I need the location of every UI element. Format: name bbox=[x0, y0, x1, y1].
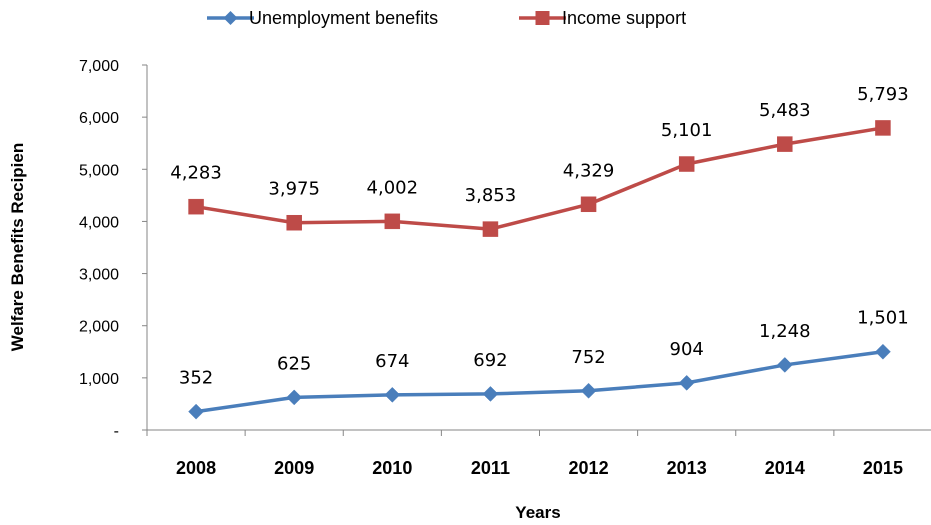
x-tick-label: 2013 bbox=[667, 458, 707, 478]
data-label: 752 bbox=[571, 347, 605, 368]
data-point-marker bbox=[777, 136, 793, 152]
y-tick-label: - bbox=[114, 423, 119, 440]
y-tick-label: 1,000 bbox=[79, 371, 119, 388]
data-point-marker bbox=[188, 198, 204, 215]
data-point-marker bbox=[482, 221, 499, 237]
series-income-support: 4,283 3,975 4,002 3,853 4,329 5,101 5,483 5,793 bbox=[170, 84, 909, 237]
data-label: 674 bbox=[375, 351, 409, 372]
data-label: 4,329 bbox=[563, 160, 615, 181]
data-label: 3,975 bbox=[268, 179, 320, 200]
data-point-marker bbox=[580, 382, 597, 399]
data-label: 1,501 bbox=[857, 308, 909, 329]
x-tick-label: 2010 bbox=[372, 458, 412, 478]
x-tick-label: 2008 bbox=[176, 458, 216, 478]
data-point-marker bbox=[384, 387, 401, 403]
data-point-marker bbox=[188, 403, 204, 420]
x-tick-label: 2012 bbox=[569, 458, 609, 478]
y-tick-label: 5,000 bbox=[79, 162, 119, 179]
data-point-marker bbox=[678, 375, 695, 391]
data-label: 5,483 bbox=[759, 100, 811, 121]
x-tick-label: 2011 bbox=[471, 458, 510, 478]
y-axis-title: Welfare Benefits Recipien bbox=[8, 143, 27, 351]
x-tick-label: 2009 bbox=[274, 458, 314, 478]
data-point-marker bbox=[875, 343, 891, 360]
data-label: 4,283 bbox=[170, 163, 222, 184]
data-label: 5,101 bbox=[661, 120, 713, 141]
legend-label: Unemployment benefits bbox=[249, 8, 438, 28]
y-tick-label: 3,000 bbox=[79, 267, 119, 284]
y-tick-label: 2,000 bbox=[79, 319, 119, 336]
data-point-marker bbox=[875, 120, 891, 136]
data-label: 692 bbox=[473, 350, 507, 371]
data-label: 3,853 bbox=[465, 185, 517, 206]
x-tick-label: 2015 bbox=[863, 458, 903, 478]
series-line bbox=[195, 349, 884, 414]
data-point-marker bbox=[776, 357, 793, 373]
y-tick-label: 6,000 bbox=[79, 110, 119, 127]
data-label: 1,248 bbox=[759, 321, 811, 342]
data-label: 4,002 bbox=[367, 177, 419, 198]
data-label: 352 bbox=[179, 368, 213, 389]
legend-marker bbox=[223, 11, 238, 25]
data-label: 5,793 bbox=[857, 84, 909, 105]
data-point-marker bbox=[286, 214, 302, 231]
data-label: 625 bbox=[277, 353, 311, 374]
legend: Unemployment benefits Income support bbox=[207, 8, 686, 28]
axes: - 1,000 2,000 3,000 4,000 5,000 6,000 7,000 2008… bbox=[79, 58, 931, 478]
legend-label: Income support bbox=[562, 8, 686, 28]
y-tick-label: 7,000 bbox=[79, 58, 119, 75]
x-tick-label: 2014 bbox=[765, 458, 805, 478]
data-point-marker bbox=[286, 389, 303, 406]
data-point-marker bbox=[678, 156, 695, 172]
legend-item: Unemployment benefits bbox=[207, 8, 438, 28]
data-point-marker bbox=[482, 386, 499, 402]
legend-marker bbox=[535, 11, 550, 25]
y-tick-label: 4,000 bbox=[79, 214, 119, 231]
data-point-marker bbox=[384, 213, 401, 230]
data-label: 904 bbox=[670, 339, 704, 360]
series-line bbox=[195, 126, 884, 231]
series-unemployment-benefits: 352 625 674 692 752 904 1,248 1,501 bbox=[179, 308, 909, 420]
legend-item: Income support bbox=[519, 8, 686, 28]
x-axis-title: Years bbox=[515, 503, 560, 522]
data-point-marker bbox=[580, 196, 597, 213]
